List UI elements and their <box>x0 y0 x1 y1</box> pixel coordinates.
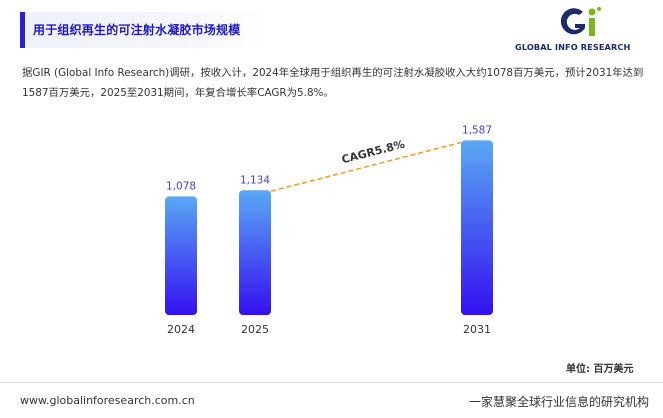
footer-slogan: 一家慧聚全球行业信息的研究机构 <box>468 395 649 409</box>
gi-logo-icon <box>560 7 601 36</box>
logo-text: GLOBAL INFO RESEARCH <box>515 42 631 52</box>
summary-text: 据GIR (Global Info Research)调研，按收入计，2024年… <box>22 67 644 99</box>
bar-2024 <box>165 196 197 315</box>
value-label-2025: 1,134 <box>240 174 270 186</box>
category-label-2025: 2025 <box>241 323 269 336</box>
bar-2025 <box>239 190 271 315</box>
value-label-2031: 1,587 <box>462 124 492 136</box>
cagr-trend-line <box>270 141 462 193</box>
category-label-2024: 2024 <box>167 323 195 336</box>
footer-url[interactable]: www.globalinforesearch.com.cn <box>20 394 195 407</box>
value-label-2024: 1,078 <box>166 180 196 192</box>
header-accent-bar <box>20 12 25 48</box>
footer-divider <box>0 382 663 383</box>
category-label-2031: 2031 <box>463 323 491 336</box>
bar-2031 <box>461 140 493 315</box>
unit-label: 单位: 百万美元 <box>566 364 634 375</box>
company-logo: GLOBAL INFO RESEARCH <box>515 6 635 54</box>
header-bar <box>20 12 265 48</box>
page-title: 用于组织再生的可注射水凝胶市场规模 <box>33 23 241 37</box>
cagr-annotation: CAGR5.8% <box>340 138 406 167</box>
